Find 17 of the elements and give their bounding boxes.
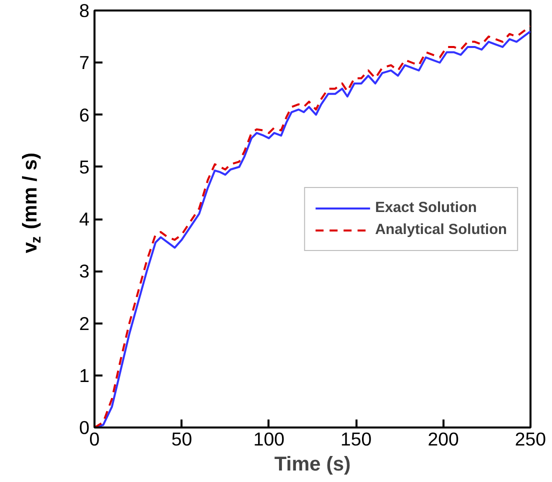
x-tick-label: 200 [428, 428, 459, 450]
legend-label: Exact Solution [375, 200, 477, 216]
legend-label: Analytical Solution [375, 222, 507, 238]
y-tick-label: 5 [79, 156, 90, 178]
y-tick-label: 4 [79, 208, 90, 230]
x-tick-label: 250 [514, 428, 546, 450]
y-axis-title: vz (mm / s) [20, 152, 44, 254]
y-tick-label: 1 [79, 364, 90, 386]
x-tick-label: 50 [171, 428, 192, 450]
y-tick-label: 6 [79, 104, 90, 126]
y-tick-label: 2 [79, 312, 90, 334]
y-tick-label: 3 [79, 260, 90, 282]
y-tick-label: 7 [79, 52, 90, 74]
y-tick-label: 8 [79, 0, 90, 21]
x-tick-label: 150 [340, 428, 372, 450]
x-axis-title: Time (s) [274, 454, 351, 476]
x-tick-label: 100 [253, 428, 284, 450]
